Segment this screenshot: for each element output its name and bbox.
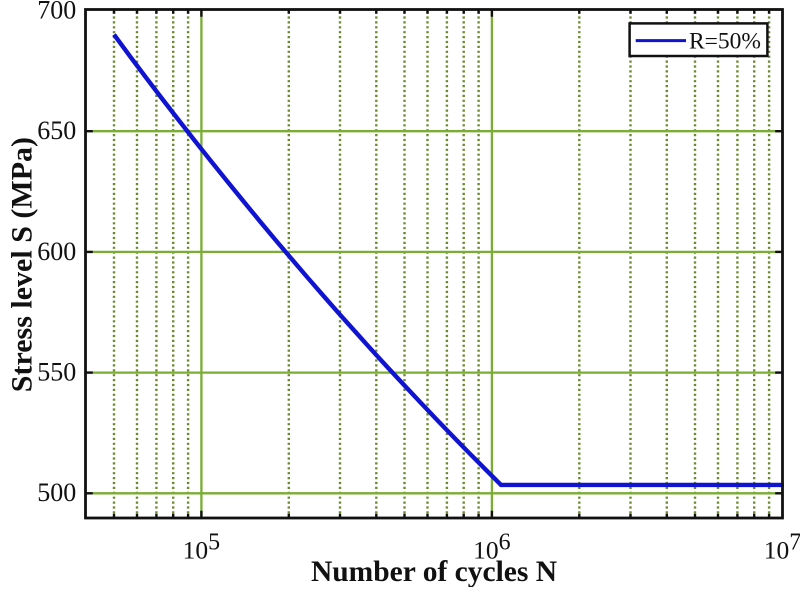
svg-text:500: 500 bbox=[37, 478, 76, 507]
svg-text:600: 600 bbox=[37, 237, 76, 266]
svg-text:700: 700 bbox=[37, 0, 76, 24]
svg-text:R=50%: R=50% bbox=[689, 28, 761, 54]
svg-text:Stress level S (MPa): Stress level S (MPa) bbox=[6, 137, 39, 392]
svg-text:Number of cycles N: Number of cycles N bbox=[311, 556, 557, 587]
svg-text:550: 550 bbox=[37, 358, 76, 387]
svg-text:650: 650 bbox=[37, 116, 76, 145]
